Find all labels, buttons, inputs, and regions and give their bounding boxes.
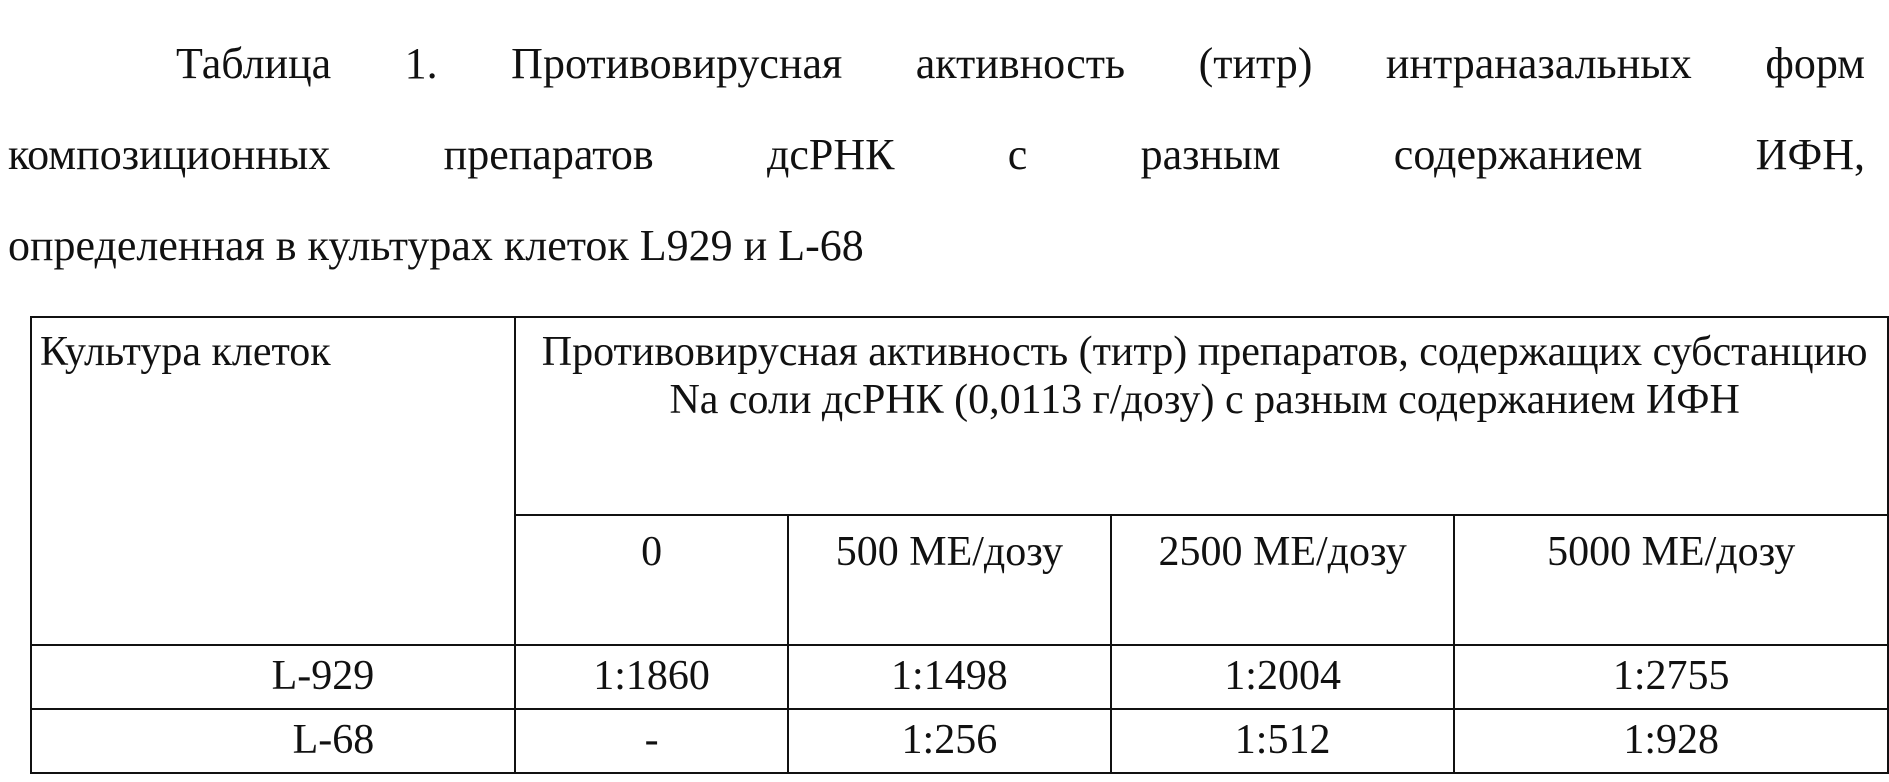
- value-cell: 1:2755: [1454, 645, 1888, 709]
- column-header: 500 МЕ/дозу: [788, 515, 1111, 645]
- culture-cell: L-929: [31, 645, 515, 709]
- value-cell: 1:256: [788, 709, 1111, 773]
- value-cell: 1:2004: [1111, 645, 1455, 709]
- results-table: Культура клеток Противовирусная активнос…: [30, 316, 1889, 774]
- header-row: Культура клеток Противовирусная активнос…: [31, 317, 1888, 515]
- value-cell: 1:1498: [788, 645, 1111, 709]
- group-header-cell: Противовирусная активность (титр) препар…: [515, 317, 1888, 515]
- table-row: L-68 - 1:256 1:512 1:928: [31, 709, 1888, 773]
- culture-cell: L-68: [31, 709, 515, 773]
- table-row: L-929 1:1860 1:1498 1:2004 1:2755: [31, 645, 1888, 709]
- value-cell: 1:928: [1454, 709, 1888, 773]
- row-header-cell: Культура клеток: [31, 317, 515, 645]
- caption-line-3: определенная в культурах клеток L929 и L…: [8, 224, 1865, 268]
- value-cell: 1:1860: [515, 645, 788, 709]
- value-cell: 1:512: [1111, 709, 1455, 773]
- caption-line-2: композиционных препаратов дсРНК с разным…: [8, 133, 1865, 177]
- column-header: 0: [515, 515, 788, 645]
- caption-line-1: Таблица 1. Противовирусная активность (т…: [176, 42, 1865, 86]
- value-cell: -: [515, 709, 788, 773]
- column-header: 2500 МЕ/дозу: [1111, 515, 1455, 645]
- column-header: 5000 МЕ/дозу: [1454, 515, 1888, 645]
